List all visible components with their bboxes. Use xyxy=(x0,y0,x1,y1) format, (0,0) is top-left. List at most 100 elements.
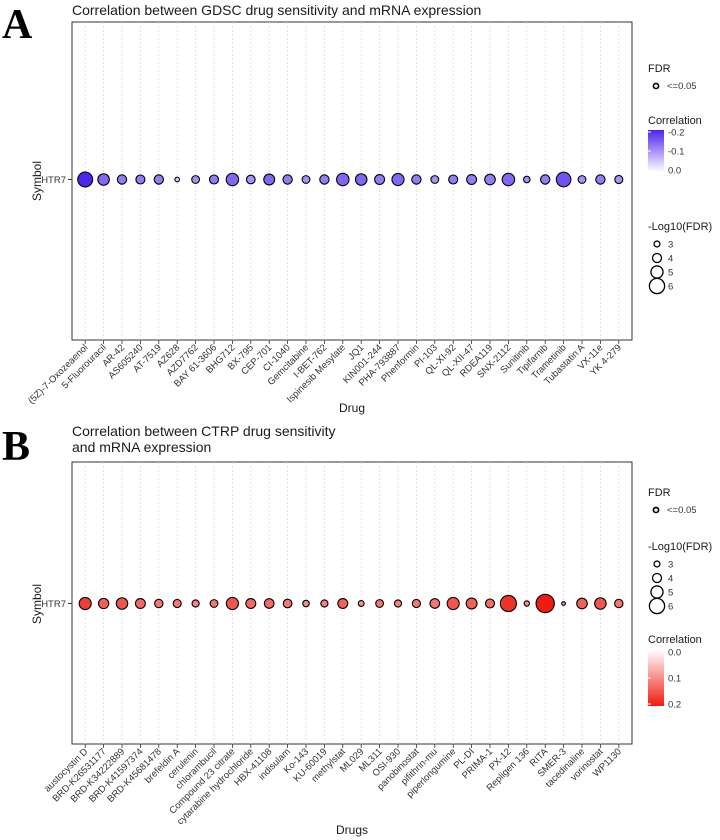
point-tipifarnib xyxy=(539,174,551,185)
chart-a-legend: FDR <=0.05 Correlation -0.2 -0.1 0.0 -Log1… xyxy=(648,63,712,295)
point-tacedinaline xyxy=(576,597,588,610)
point-repligen-136 xyxy=(523,600,530,607)
point-5z-7-oxozeaenol xyxy=(77,171,94,188)
point-ml311 xyxy=(375,599,385,608)
point-pha-793887 xyxy=(391,172,405,187)
chart-a-points xyxy=(77,171,624,188)
point-pifithrin-mu xyxy=(429,598,441,609)
point-kin001-244 xyxy=(374,173,386,186)
chart-b-x-ticks: austocystin DBRD-K26531177BRD-K34222889B… xyxy=(42,744,624,827)
point-ql-xii-47 xyxy=(466,173,478,186)
legend-a-fdr-title: FDR xyxy=(648,63,671,75)
chart-a-title: Correlation between GDSC drug sensitivit… xyxy=(72,2,481,18)
chart-a-x-axis-title: Drug xyxy=(339,401,365,415)
legend-b-colorbar xyxy=(648,650,664,706)
point-i-bet-762 xyxy=(319,174,330,185)
point-brd-k26531177 xyxy=(97,597,110,610)
chart-a-x-ticks: (5Z)-7-Oxozeaenol5-FluorouracilAR-42AS60… xyxy=(26,340,624,407)
point-brd-k34222889 xyxy=(115,597,129,610)
size-key-label-3: 3 xyxy=(668,240,673,251)
point-cerulenin xyxy=(191,599,200,608)
panel-letter-b: B xyxy=(2,424,30,470)
size-key-3 xyxy=(653,240,661,248)
legend-a-colorbar-ticks: -0.2 -0.1 0.0 xyxy=(648,128,684,177)
point-vorinostat xyxy=(594,597,607,610)
point-bay-61-3606 xyxy=(208,174,220,185)
point-piperlongumine xyxy=(446,596,460,611)
size-key-3 xyxy=(653,560,661,568)
point-prima-1 xyxy=(484,598,496,609)
point-chlorambucil xyxy=(209,599,219,608)
point-vx-11e xyxy=(595,174,606,185)
point-panobinostat xyxy=(411,598,421,609)
point-as605240 xyxy=(135,174,146,185)
point-azd7762 xyxy=(191,175,201,184)
point-sunitinib xyxy=(522,175,531,184)
point-yk-4-279 xyxy=(614,174,624,185)
point-ispinesib-mesylate xyxy=(336,172,350,187)
size-key-6 xyxy=(648,597,666,615)
colorbar-label-0-1: 0.1 xyxy=(668,674,681,685)
point-snx-2112 xyxy=(501,172,516,187)
chart-b-y-tick-htr7: HTR7 xyxy=(41,599,66,610)
legend-a-colorbar xyxy=(648,130,664,172)
size-key-6 xyxy=(648,277,666,295)
point-compound-23-citrate xyxy=(225,596,239,611)
point-pi-103 xyxy=(430,175,440,184)
legend-b-fdr-symbol xyxy=(652,506,660,514)
legend-a-fdr-symbol xyxy=(652,82,660,90)
point-phenformin xyxy=(411,174,422,185)
point-osi-930 xyxy=(393,599,403,608)
point-ar-42 xyxy=(116,174,128,185)
size-key-label-6: 6 xyxy=(668,282,673,293)
point-cep-701 xyxy=(263,173,276,186)
size-key-label-5: 5 xyxy=(668,588,673,599)
point-brd-k45681478 xyxy=(154,598,164,609)
point-methylstat xyxy=(337,597,349,610)
legend-b-size-keys: 3 4 5 6 xyxy=(648,560,673,615)
point-ci-1040 xyxy=(282,174,293,185)
point-rita xyxy=(535,593,555,614)
point-smer-3 xyxy=(561,601,567,606)
size-key-label-6: 6 xyxy=(668,602,673,613)
colorbar-label-0-0: 0.0 xyxy=(668,166,681,177)
legend-a-size-keys: 3 4 5 6 xyxy=(648,240,673,295)
chart-a-y-tick-htr7: HTR7 xyxy=(41,175,66,186)
size-key-4 xyxy=(651,572,663,584)
point-bx-795 xyxy=(245,174,256,185)
point-5-fluorouracil xyxy=(97,173,110,186)
point-ml029 xyxy=(357,599,365,607)
point-at-7519 xyxy=(153,174,165,185)
point-tubastatin-a xyxy=(577,175,587,184)
chart-b-x-axis-title: Drugs xyxy=(336,823,368,837)
legend-a-fdr-label: <=0.05 xyxy=(667,81,697,92)
chart-a-plot-area xyxy=(71,21,633,341)
point-ko-143 xyxy=(302,599,310,608)
legend-b-colorbar-ticks: 0.0 0.1 0.2 xyxy=(648,648,681,711)
colorbar-label-0-1: -0.1 xyxy=(668,147,684,158)
point-ku-60019 xyxy=(320,599,329,608)
point-brd-k41597374 xyxy=(134,597,146,610)
colorbar-label-0-2: 0.2 xyxy=(668,700,681,711)
point-cytarabine-hydrochloride xyxy=(245,597,257,610)
size-key-5 xyxy=(650,585,664,599)
legend-b-fdr-title: FDR xyxy=(648,487,671,499)
point-trametinib xyxy=(555,171,572,188)
point-pl-di xyxy=(465,597,478,610)
legend-b-correlation-title: Correlation xyxy=(648,634,702,646)
size-key-label-3: 3 xyxy=(668,560,673,571)
point-gemcitabine xyxy=(301,175,311,184)
point-wp1130 xyxy=(614,598,624,609)
panel-letter-a: A xyxy=(2,2,33,48)
legend-a-size-title: -Log10(FDR) xyxy=(648,221,712,233)
legend-a-correlation-title: Correlation xyxy=(648,115,702,127)
point-austocystin-d xyxy=(78,596,92,611)
chart-b-points xyxy=(78,593,624,614)
chart-b-y-axis-title: Symbol xyxy=(30,584,44,624)
point-indisulam xyxy=(282,598,293,609)
size-key-4 xyxy=(651,252,663,264)
point-bhg712 xyxy=(225,172,240,187)
chart-a-y-axis-title: Symbol xyxy=(30,161,44,201)
panel-b: B Correlation between CTRP drug sensitiv… xyxy=(2,423,712,837)
